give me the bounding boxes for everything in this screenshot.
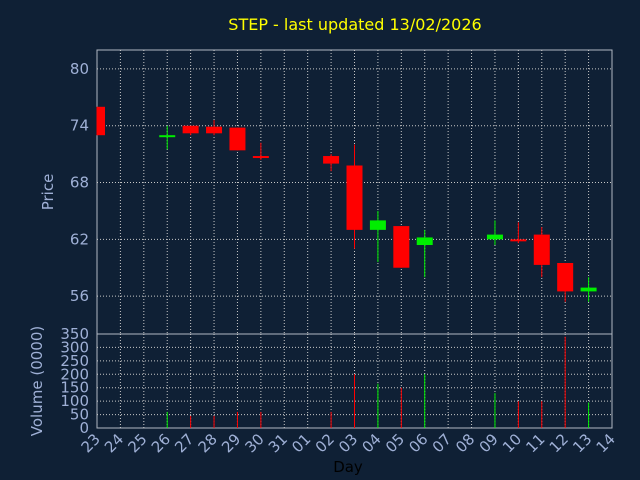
candle bbox=[580, 277, 597, 302]
candle-body bbox=[510, 239, 527, 242]
candle-body bbox=[369, 220, 386, 230]
volume-tick-label: 100 bbox=[60, 392, 89, 410]
price-axis-label: Price bbox=[39, 174, 57, 211]
x-axis-ticks: 2324252627282930310102030405060708091011… bbox=[78, 430, 619, 456]
x-tick-label: 01 bbox=[288, 430, 314, 456]
x-tick-label: 14 bbox=[593, 430, 619, 456]
volume-tick-label: 50 bbox=[70, 406, 89, 424]
candle-body bbox=[323, 156, 340, 164]
candle bbox=[159, 125, 176, 150]
candle bbox=[486, 220, 503, 246]
x-tick-label: 05 bbox=[382, 430, 408, 456]
candle-body bbox=[206, 126, 223, 134]
candle bbox=[557, 263, 574, 302]
candle bbox=[533, 227, 550, 278]
candle-body bbox=[229, 127, 246, 151]
candle-body bbox=[533, 234, 550, 265]
x-tick-label: 11 bbox=[522, 430, 548, 456]
x-tick-label: 06 bbox=[405, 430, 431, 456]
x-tick-label: 29 bbox=[218, 430, 244, 456]
volume-tick-label: 300 bbox=[60, 338, 89, 356]
volume-tick-label: 350 bbox=[60, 325, 89, 343]
volume-tick-label: 150 bbox=[60, 379, 89, 397]
x-tick-label: 24 bbox=[101, 430, 127, 456]
x-tick-label: 03 bbox=[335, 430, 361, 456]
candle bbox=[229, 127, 246, 151]
candle-body bbox=[182, 125, 199, 134]
x-tick-label: 13 bbox=[569, 430, 595, 456]
x-tick-label: 08 bbox=[452, 430, 478, 456]
candle bbox=[346, 144, 363, 249]
x-tick-label: 04 bbox=[359, 430, 385, 456]
price-panel: 56 62 68 74 80 bbox=[70, 49, 613, 335]
volume-tick-label: 200 bbox=[60, 365, 89, 383]
volume-tick-label: 250 bbox=[60, 352, 89, 370]
x-tick-label: 25 bbox=[124, 430, 150, 456]
x-axis-label: Day bbox=[333, 458, 363, 476]
volume-axis-label: Volume (0000) bbox=[28, 326, 46, 436]
x-tick-label: 02 bbox=[312, 430, 338, 456]
x-tick-label: 28 bbox=[195, 430, 221, 456]
volume-tick-label: 0 bbox=[79, 419, 89, 437]
x-tick-label: 27 bbox=[171, 430, 197, 456]
chart-title: STEP - last updated 13/02/2026 bbox=[228, 15, 481, 34]
candle-body bbox=[580, 287, 597, 292]
x-tick-label: 26 bbox=[148, 430, 174, 456]
candle bbox=[206, 120, 223, 136]
candle bbox=[510, 222, 527, 244]
price-tick-label: 74 bbox=[70, 117, 89, 135]
price-tick-label: 80 bbox=[70, 60, 89, 78]
candle bbox=[182, 125, 199, 136]
x-tick-label: 09 bbox=[476, 430, 502, 456]
x-tick-label: 30 bbox=[241, 430, 267, 456]
candle bbox=[252, 142, 269, 160]
price-tick-label: 56 bbox=[70, 287, 89, 305]
price-tick-label: 62 bbox=[70, 230, 89, 248]
candle-body bbox=[486, 234, 503, 240]
x-tick-label: 12 bbox=[546, 430, 572, 456]
candle-body bbox=[346, 165, 363, 230]
candle-body bbox=[416, 237, 433, 246]
candle bbox=[96, 106, 105, 136]
candle bbox=[393, 226, 410, 268]
candle-body bbox=[97, 106, 105, 136]
candle-body bbox=[159, 135, 176, 138]
candle bbox=[369, 210, 386, 263]
candle bbox=[416, 229, 433, 278]
candle-body bbox=[393, 226, 410, 268]
price-tick-label: 68 bbox=[70, 174, 89, 192]
x-tick-label: 31 bbox=[265, 430, 291, 456]
candle-body bbox=[252, 156, 269, 159]
candle-body bbox=[557, 263, 574, 292]
x-tick-label: 07 bbox=[429, 430, 455, 456]
candle bbox=[323, 154, 340, 172]
x-tick-label: 10 bbox=[499, 430, 525, 456]
